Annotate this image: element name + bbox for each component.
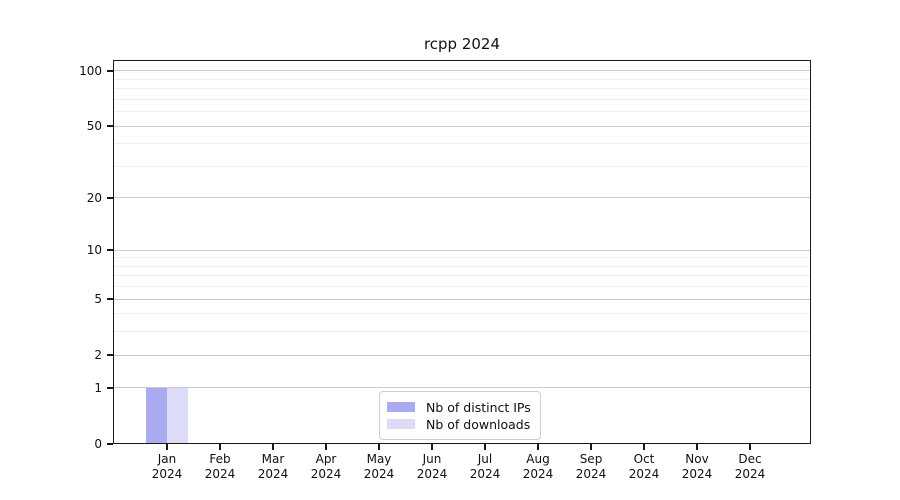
x-tick-label: Apr 2024 — [310, 452, 342, 481]
x-tick — [272, 444, 274, 450]
y-tick-label: 5 — [94, 292, 102, 307]
y-tick — [107, 354, 113, 356]
y-grid-minor — [113, 275, 811, 277]
x-tick-label: Aug 2024 — [522, 452, 554, 481]
y-grid-minor — [113, 78, 811, 80]
y-grid-major — [113, 70, 811, 72]
x-tick-label: Feb 2024 — [204, 452, 236, 481]
legend-swatch-downloads-icon — [387, 419, 415, 429]
y-grid-major — [113, 387, 811, 389]
y-grid-minor — [113, 165, 811, 167]
y-grid-minor — [113, 143, 811, 145]
x-tick — [325, 444, 327, 450]
x-tick-label: Dec 2024 — [734, 452, 766, 481]
bars-layer — [113, 60, 811, 444]
y-grid-minor — [113, 313, 811, 315]
x-tick-label: Jan 2024 — [151, 452, 183, 481]
x-tick — [696, 444, 698, 450]
y-grid-minor — [113, 111, 811, 113]
y-tick — [107, 125, 113, 127]
y-tick-label: 2 — [94, 348, 102, 363]
y-grid-minor — [113, 257, 811, 259]
x-tick — [219, 444, 221, 450]
legend-item-downloads: Nb of downloads — [387, 416, 531, 432]
legend-label-distinct-ips: Nb of distinct IPs — [426, 399, 531, 415]
x-tick-label: Jun 2024 — [416, 452, 448, 481]
y-grid-minor — [113, 88, 811, 90]
grid-layer — [113, 60, 811, 444]
y-grid-major — [113, 197, 811, 199]
x-tick-label: Nov 2024 — [681, 452, 713, 481]
bar-downloads — [167, 387, 188, 444]
y-tick — [107, 443, 113, 445]
y-grid-major — [113, 249, 811, 251]
chart-title: rcpp 2024 — [423, 35, 501, 53]
y-tick-label: 20 — [86, 190, 102, 205]
x-tick — [431, 444, 433, 450]
y-tick — [107, 197, 113, 199]
y-grid-minor — [113, 265, 811, 267]
x-tick-label: Jul 2024 — [469, 452, 501, 481]
y-tick — [107, 387, 113, 389]
x-tick-label: Mar 2024 — [257, 452, 289, 481]
legend-item-distinct-ips: Nb of distinct IPs — [387, 399, 531, 415]
y-tick-label: 10 — [86, 243, 102, 258]
x-tick — [166, 444, 168, 450]
y-tick-label: 50 — [86, 119, 102, 134]
y-grid-minor — [113, 98, 811, 100]
x-tick — [749, 444, 751, 450]
y-tick — [107, 298, 113, 300]
legend: Nb of distinct IPs Nb of downloads — [379, 391, 541, 440]
x-tick-label: Sep 2024 — [575, 452, 607, 481]
y-tick-label: 0 — [94, 437, 102, 451]
y-tick — [107, 249, 113, 251]
x-tick-label: Oct 2024 — [628, 452, 660, 481]
y-tick-label: 100 — [79, 63, 102, 78]
y-tick — [107, 70, 113, 72]
y-axis: 0 1 2 5 10 20 50 100 — [0, 60, 113, 451]
y-grid-major — [113, 298, 811, 300]
y-grid-major — [113, 354, 811, 356]
bar-distinct-ips — [146, 387, 167, 444]
x-tick — [537, 444, 539, 450]
x-tick — [378, 444, 380, 450]
y-grid-minor — [113, 331, 811, 333]
y-tick-label: 1 — [94, 380, 102, 395]
legend-swatch-distinct-ips-icon — [387, 402, 415, 412]
y-grid-minor — [113, 286, 811, 288]
x-axis: Jan 2024 Feb 2024 Mar 2024 Apr 2024 May 2024… — [113, 444, 811, 494]
x-tick — [643, 444, 645, 450]
x-tick — [590, 444, 592, 450]
x-tick-label: May 2024 — [363, 452, 395, 481]
y-grid-major — [113, 125, 811, 127]
x-tick — [484, 444, 486, 450]
legend-label-downloads: Nb of downloads — [426, 416, 531, 432]
